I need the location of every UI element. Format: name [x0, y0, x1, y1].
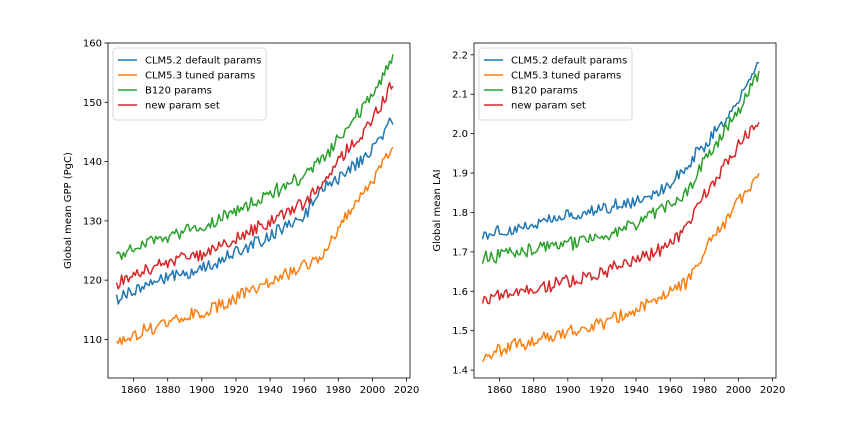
series-line-3 [115, 54, 394, 261]
series-line-1 [115, 117, 394, 305]
legend-label-1: CLM5.2 default params [511, 56, 627, 67]
axes-frame [107, 42, 411, 379]
x-tick-label: 1860 [121, 385, 146, 396]
x-tick-label: 1920 [223, 385, 248, 396]
y-tick-label: 2.2 [452, 50, 468, 61]
y-tick-label: 140 [83, 157, 102, 168]
x-tick-label: 2020 [760, 385, 785, 396]
y-tick-label: 1.7 [452, 247, 468, 258]
series-line-4 [481, 122, 760, 305]
y-tick-label: 110 [83, 335, 102, 346]
legend-label-2: CLM5.3 tuned params [511, 71, 621, 82]
series-line-2 [481, 173, 760, 363]
legend-box [112, 47, 267, 121]
legend-label-3: B120 params [511, 86, 578, 97]
legend-box [478, 47, 633, 121]
x-tick-label: 1900 [555, 385, 580, 396]
y-axis-label: Global mean GPP (PgC) [63, 152, 74, 269]
y-tick-label: 120 [83, 276, 102, 287]
x-tick-label: 2000 [360, 385, 385, 396]
y-tick-label: 150 [83, 98, 102, 109]
x-tick-label: 1880 [521, 385, 546, 396]
series-line-1 [481, 61, 760, 240]
x-tick-label: 1960 [657, 385, 682, 396]
y-tick-label: 1.8 [452, 208, 468, 219]
x-tick-label: 1900 [189, 385, 214, 396]
lai-panel: 1860 1880 1900 1920 1940 1960 1980 2000 2020 1.4 1… [432, 42, 785, 396]
series-line-3 [481, 70, 760, 264]
legend-label-1: CLM5.2 default params [145, 56, 261, 67]
y-tick-label: 130 [83, 216, 102, 227]
legend: CLM5.2 default params CLM5.3 tuned params… [478, 47, 633, 121]
series-lines [115, 54, 394, 346]
legend: CLM5.2 default params CLM5.3 tuned params… [112, 47, 267, 121]
y-tick-label: 1.6 [452, 287, 468, 298]
x-tick-label: 1960 [291, 385, 316, 396]
legend-label-2: CLM5.3 tuned params [145, 71, 255, 82]
gpp-panel: 1860 1880 1900 1920 1940 1960 1980 2000 2020 110 1… [63, 39, 419, 397]
legend-label-4: new param set [145, 101, 220, 112]
axes-frame [473, 42, 777, 379]
series-line-2 [115, 146, 394, 346]
x-tick-label: 2020 [394, 385, 419, 396]
x-tick-label: 1940 [623, 385, 648, 396]
x-tick-label: 2000 [726, 385, 751, 396]
series-line-4 [115, 81, 394, 290]
legend-label-3: B120 params [145, 86, 212, 97]
y-tick-label: 1.9 [452, 169, 468, 180]
legend-label-4: new param set [511, 101, 586, 112]
y-tick-label: 160 [83, 39, 102, 50]
x-tick-label: 1920 [589, 385, 614, 396]
x-tick-label: 1880 [155, 385, 180, 396]
x-tick-label: 1980 [692, 385, 717, 396]
x-tick-label: 1860 [487, 385, 512, 396]
x-tick-label: 1980 [326, 385, 351, 396]
y-tick-label: 1.5 [452, 326, 468, 337]
series-lines [481, 61, 760, 363]
y-axis-label: Global mean LAI [432, 169, 443, 251]
y-tick-label: 2.0 [452, 129, 468, 140]
y-tick-label: 2.1 [452, 90, 468, 101]
x-tick-label: 1940 [257, 385, 282, 396]
y-tick-label: 1.4 [452, 366, 468, 377]
